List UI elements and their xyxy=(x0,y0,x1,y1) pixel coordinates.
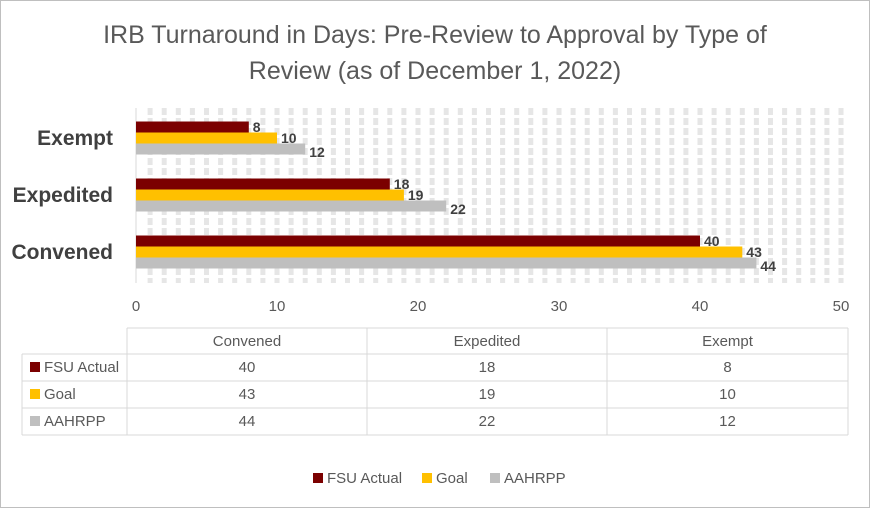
bar-goal-convened xyxy=(136,246,743,258)
legend-label-goal: Goal xyxy=(436,470,468,487)
data-table: Convened Expedited Exempt FSU Actual 40 18 8 Go… xyxy=(21,327,849,436)
chart-title-line-2: Review (as of December 1, 2022) xyxy=(249,57,621,85)
table-legend-key xyxy=(30,389,40,399)
table-cell: 18 xyxy=(479,359,496,376)
bar-aahrpp-expedited xyxy=(136,200,447,212)
x-tick-label: 40 xyxy=(692,298,709,315)
table-row-label: AAHRPP xyxy=(44,413,106,430)
legend-label-aahrpp: AAHRPP xyxy=(504,470,566,487)
data-label-aahrpp-exempt: 12 xyxy=(309,144,325,160)
table-header-cell: Expedited xyxy=(454,333,521,350)
table-cell: 19 xyxy=(479,386,496,403)
data-label-fsu-actual-expedited: 18 xyxy=(394,176,410,192)
table-legend-key xyxy=(30,362,40,372)
table-cell: 44 xyxy=(239,413,256,430)
table-cell: 43 xyxy=(239,386,256,403)
data-label-aahrpp-expedited: 22 xyxy=(450,201,466,217)
bar-fsu-actual-convened xyxy=(136,235,700,247)
bar-goal-exempt xyxy=(136,132,277,144)
data-label-goal-exempt: 10 xyxy=(281,130,297,146)
data-label-goal-expedited: 19 xyxy=(408,187,424,203)
table-legend-key xyxy=(30,416,40,426)
x-tick-label: 20 xyxy=(410,298,427,315)
x-tick-label: 50 xyxy=(833,298,850,315)
table-header-cell: Exempt xyxy=(702,333,754,350)
table-row-label: Goal xyxy=(44,386,76,403)
bar-fsu-actual-exempt xyxy=(136,121,249,133)
chart-title-line-1: IRB Turnaround in Days: Pre-Review to Ap… xyxy=(103,21,767,49)
table-cell: 22 xyxy=(479,413,496,430)
x-tick-label: 0 xyxy=(132,298,140,315)
legend-swatch-fsu-actual xyxy=(313,473,323,483)
x-tick-label: 30 xyxy=(551,298,568,315)
table-cell: 10 xyxy=(719,386,736,403)
data-label-fsu-actual-convened: 40 xyxy=(704,233,720,249)
table-header-cell: Convened xyxy=(213,333,281,350)
bar-aahrpp-convened xyxy=(136,257,757,269)
bar-aahrpp-exempt xyxy=(136,143,306,155)
table-cell: 8 xyxy=(723,359,731,376)
bars-layer xyxy=(136,121,757,269)
category-label-convened: Convened xyxy=(11,241,113,264)
table-cell: 12 xyxy=(719,413,736,430)
legend-label-fsu-actual: FSU Actual xyxy=(327,470,402,487)
data-label-aahrpp-convened: 44 xyxy=(760,258,776,274)
bar-fsu-actual-expedited xyxy=(136,178,390,190)
data-label-goal-convened: 43 xyxy=(746,244,762,260)
table-cell: 40 xyxy=(239,359,256,376)
category-label-expedited: Expedited xyxy=(13,184,113,207)
legend-swatch-aahrpp xyxy=(490,473,500,483)
bar-goal-expedited xyxy=(136,189,404,201)
legend: FSU Actual Goal AAHRPP xyxy=(313,470,566,487)
x-tick-label: 10 xyxy=(269,298,286,315)
table-row-label: FSU Actual xyxy=(44,359,119,376)
legend-swatch-goal xyxy=(422,473,432,483)
category-label-exempt: Exempt xyxy=(37,127,113,150)
data-label-fsu-actual-exempt: 8 xyxy=(253,119,261,135)
